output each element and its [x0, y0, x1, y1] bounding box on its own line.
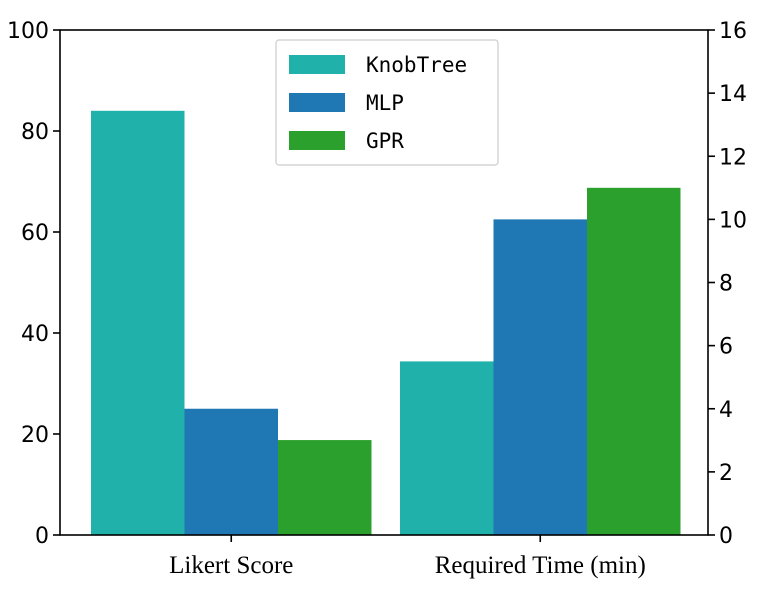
right-tick-label: 14 — [719, 82, 747, 107]
legend: KnobTree MLP GPR — [275, 39, 499, 166]
legend-swatch-gpr — [289, 131, 345, 150]
bar-gpr-required-time — [587, 187, 681, 535]
left-axis: 0 20 40 60 80 100 — [7, 19, 60, 549]
legend-swatch-knobtree — [289, 55, 345, 74]
category-label: Required Time (min) — [435, 552, 646, 579]
legend-label-mlp: MLP — [366, 91, 404, 115]
right-axis: 0 2 4 6 8 10 12 14 16 — [708, 19, 747, 549]
category-labels: Likert Score Required Time (min) — [169, 535, 646, 579]
bar-knobtree-required-time — [400, 361, 494, 535]
bar-mlp-likert-score — [184, 408, 278, 535]
left-tick-label: 0 — [35, 524, 49, 549]
right-tick-label: 4 — [719, 398, 733, 423]
bar-mlp-required-time — [493, 219, 587, 535]
legend-label-gpr: GPR — [366, 129, 404, 153]
bar-gpr-likert-score — [278, 440, 372, 535]
bars-group — [91, 110, 681, 536]
left-tick-label: 80 — [21, 120, 49, 145]
right-tick-label: 8 — [719, 272, 733, 297]
right-tick-label: 6 — [719, 335, 733, 360]
category-label: Likert Score — [169, 552, 293, 579]
left-tick-label: 60 — [21, 221, 49, 246]
left-tick-label: 40 — [21, 322, 49, 347]
left-tick-label: 100 — [7, 19, 49, 44]
right-tick-label: 16 — [719, 19, 747, 44]
right-tick-label: 0 — [719, 524, 733, 549]
bar-knobtree-likert-score — [91, 110, 185, 536]
right-tick-label: 10 — [719, 208, 747, 233]
plot-frame — [59, 29, 709, 536]
left-tick-label: 20 — [21, 423, 49, 448]
right-tick-label: 2 — [719, 461, 733, 486]
legend-swatch-mlp — [289, 93, 345, 112]
legend-label-knobtree: KnobTree — [366, 53, 467, 77]
right-tick-label: 12 — [719, 145, 747, 170]
